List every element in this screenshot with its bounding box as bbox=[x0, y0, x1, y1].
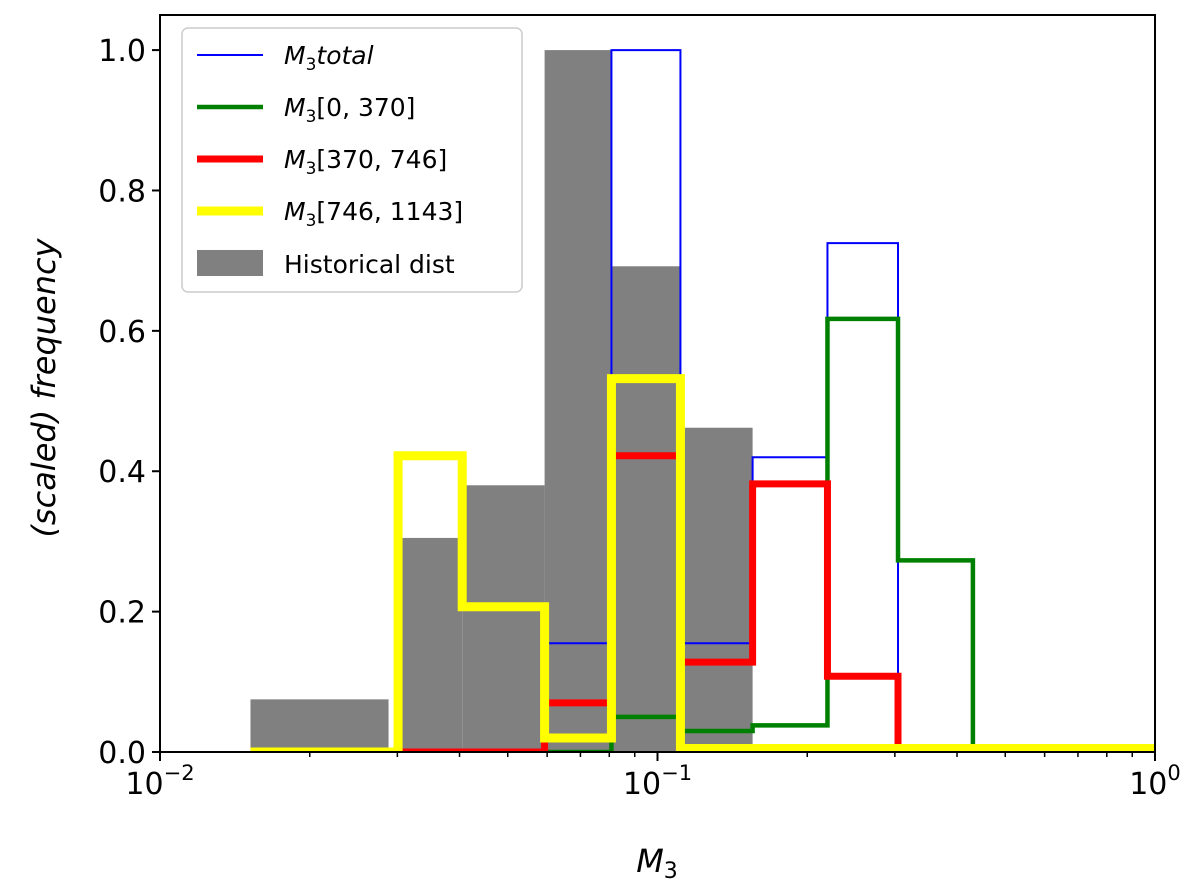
y-tick-label: 0.4 bbox=[98, 455, 146, 490]
historical-bar bbox=[462, 485, 545, 752]
y-tick-label: 1.0 bbox=[98, 34, 146, 69]
legend-swatch-historical bbox=[197, 250, 263, 276]
historical-bar bbox=[544, 50, 612, 752]
legend: M3total M3[0, 370] M3[370, 746] M3[746, 114… bbox=[181, 27, 523, 293]
x-tick-label: 10−2 bbox=[125, 761, 194, 802]
y-axis-label: (scaled) frequency bbox=[25, 237, 63, 537]
plot-area bbox=[250, 49, 1155, 752]
y-tick-label: 0.8 bbox=[98, 174, 146, 209]
axis-tick-labels: 0.0 0.2 0.4 0.6 0.8 1.0 10−2 10−1 100 bbox=[98, 34, 1181, 802]
historical-bar bbox=[250, 699, 389, 752]
historical-bar bbox=[680, 427, 753, 752]
x-axis-label: M3 bbox=[636, 842, 678, 884]
legend-box bbox=[181, 27, 523, 293]
x-tick-label: 100 bbox=[1129, 761, 1181, 802]
x-tick-label: 10−1 bbox=[623, 761, 692, 802]
legend-label-g1: M3[370, 746] bbox=[284, 145, 447, 179]
y-tick-label: 0.0 bbox=[98, 736, 146, 771]
y-tick-label: 0.2 bbox=[98, 596, 146, 631]
historical-bar bbox=[398, 537, 463, 752]
axis-ticks bbox=[152, 49, 1156, 761]
legend-label-g2: M3[746, 1143] bbox=[284, 197, 463, 231]
legend-label-historical: Historical dist bbox=[284, 250, 455, 279]
y-tick-label: 0.6 bbox=[98, 315, 146, 350]
historical-bar bbox=[611, 266, 681, 752]
series-g2-step-line bbox=[250, 374, 1155, 752]
series-g0-step-line bbox=[250, 316, 1155, 752]
legend-label-total: M3total bbox=[284, 41, 374, 75]
legend-label-g0: M3[0, 370] bbox=[284, 93, 415, 127]
